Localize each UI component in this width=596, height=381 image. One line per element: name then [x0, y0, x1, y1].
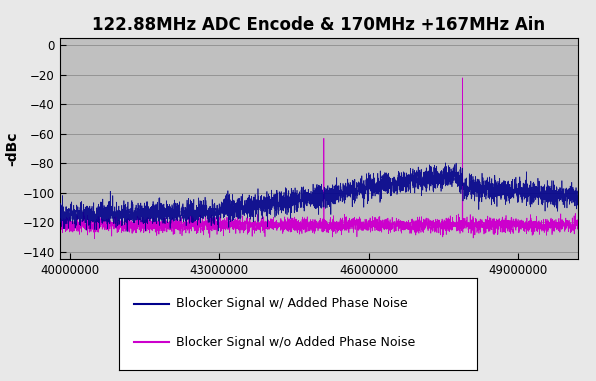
X-axis label: Frequency (Hz): Frequency (Hz) — [259, 282, 378, 296]
Text: Blocker Signal w/ Added Phase Noise: Blocker Signal w/ Added Phase Noise — [176, 297, 408, 310]
Title: 122.88MHz ADC Encode & 170MHz +167MHz Ain: 122.88MHz ADC Encode & 170MHz +167MHz Ai… — [92, 16, 545, 34]
Text: Blocker Signal w/o Added Phase Noise: Blocker Signal w/o Added Phase Noise — [176, 336, 415, 349]
Y-axis label: -dBc: -dBc — [6, 131, 20, 166]
